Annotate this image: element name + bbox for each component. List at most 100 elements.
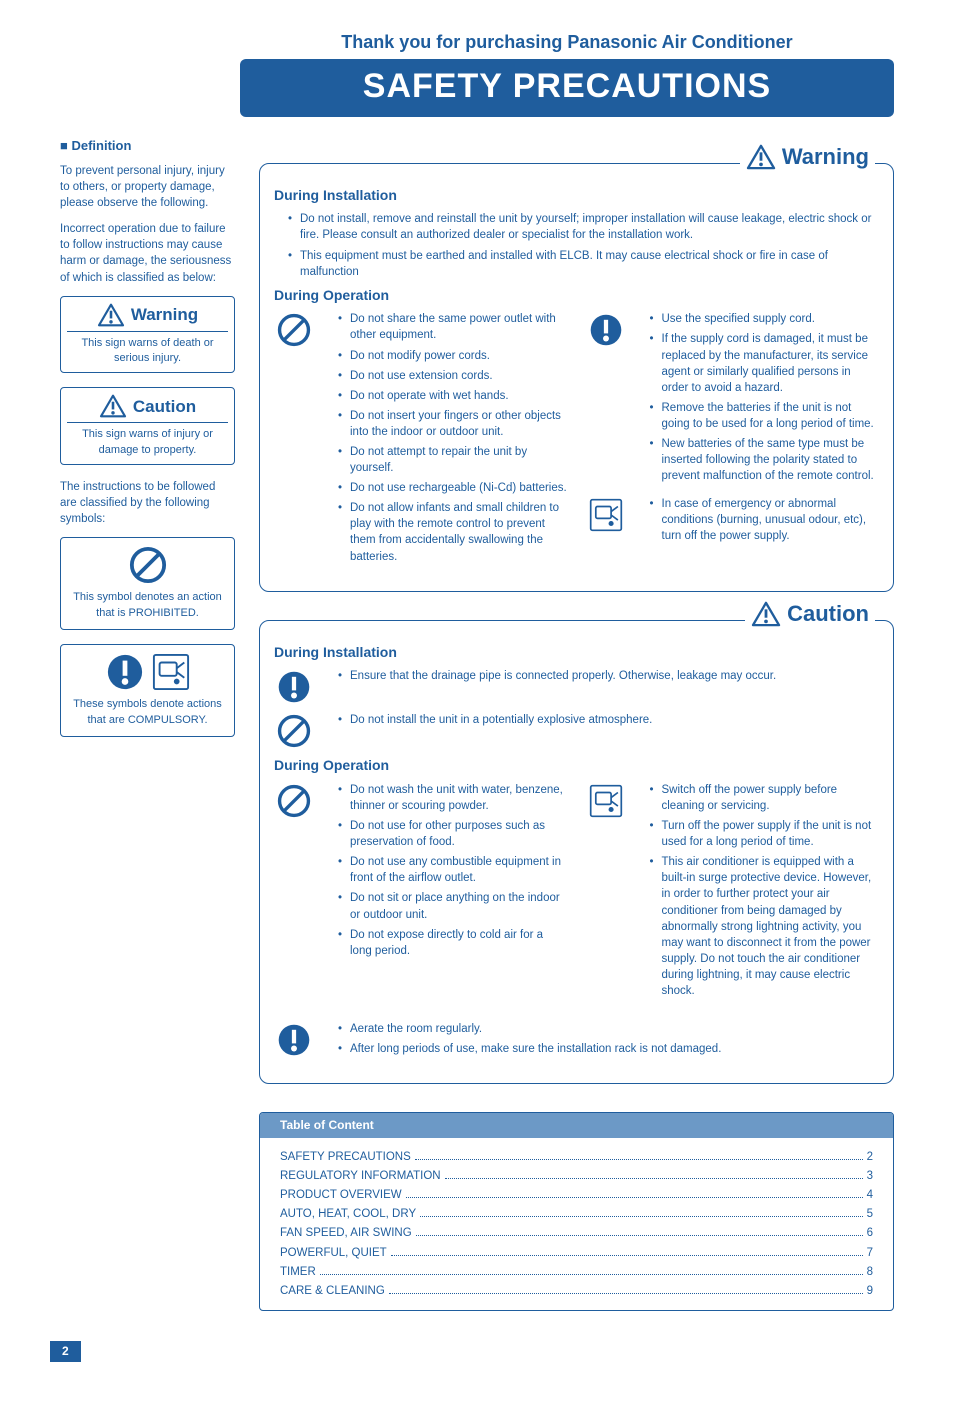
caution-sign-box: Caution This sign warns of injury or dam… xyxy=(60,387,235,465)
toc-dots xyxy=(391,1255,863,1256)
list-item: Use the specified supply cord. xyxy=(650,311,880,327)
toc-page: 6 xyxy=(867,1225,873,1241)
prohibited-symbol-box: This symbol denotes an action that is PR… xyxy=(60,537,235,630)
toc-row: CARE & CLEANING 9 xyxy=(280,1283,873,1299)
caut-oper-right-list: Switch off the power supply before clean… xyxy=(636,782,880,1003)
list-item: Do not use rechargeable (Ni-Cd) batterie… xyxy=(338,480,568,496)
warning-sign-desc: This sign warns of death or serious inju… xyxy=(67,336,228,367)
definition-heading: Definition xyxy=(60,137,235,155)
list-item: New batteries of the same type must be i… xyxy=(650,436,880,484)
list-item: Do not wash the unit with water, benzene… xyxy=(338,782,568,814)
warning-sign-box: Warning This sign warns of death or seri… xyxy=(60,296,235,374)
warning-sign-label: Warning xyxy=(131,303,198,327)
toc-page: 9 xyxy=(867,1283,873,1299)
warning-section-tag: Warning xyxy=(740,142,875,173)
toc-row: AUTO, HEAT, COOL, DRY5 xyxy=(280,1206,873,1222)
list-item: Do not insert your fingers or other obje… xyxy=(338,408,568,440)
toc-title: TIMER xyxy=(280,1264,316,1280)
caut-oper-left-list: Do not wash the unit with water, benzene… xyxy=(324,782,568,963)
toc-row: REGULATORY INFORMATION 3 xyxy=(280,1168,873,1184)
prohibit-icon xyxy=(277,313,311,347)
list-item: Do not allow infants and small children … xyxy=(338,500,568,564)
toc-title: SAFETY PRECAUTIONS xyxy=(280,1149,411,1165)
list-item: In case of emergency or abnormal conditi… xyxy=(650,496,880,544)
toc-page: 3 xyxy=(867,1168,873,1184)
list-item: Remove the batteries if the unit is not … xyxy=(650,400,880,432)
toc-body: SAFETY PRECAUTIONS2 REGULATORY INFORMATIO… xyxy=(260,1138,893,1310)
toc-head: Table of Content xyxy=(260,1113,893,1138)
toc-title: PRODUCT OVERVIEW xyxy=(280,1187,402,1203)
caution-sign-label: Caution xyxy=(133,395,196,419)
definition-p1: To prevent personal injury, injury to ot… xyxy=(60,163,235,211)
main-content: Warning During Installation Do not insta… xyxy=(259,137,894,1311)
list-item: Do not operate with wet hands. xyxy=(338,388,568,404)
list-item: Do not install, remove and reinstall the… xyxy=(288,211,879,243)
caution-section-tag: Caution xyxy=(745,599,875,630)
toc-row: TIMER8 xyxy=(280,1264,873,1280)
list-item: Do not sit or place anything on the indo… xyxy=(338,890,568,922)
caut-oper-bottom-list: Aerate the room regularly. After long per… xyxy=(324,1021,879,1061)
sidebar: Definition To prevent personal injury, i… xyxy=(60,137,235,751)
toc-row: SAFETY PRECAUTIONS2 xyxy=(280,1149,873,1165)
warn-install-head: During Installation xyxy=(274,186,879,206)
caution-triangle-icon xyxy=(99,394,127,418)
caut-install-head: During Installation xyxy=(274,643,879,663)
poweroff-icon xyxy=(152,653,190,691)
list-item: This air conditioner is equipped with a … xyxy=(650,854,880,999)
toc-title: POWERFUL, QUIET xyxy=(280,1245,387,1261)
compulsory-desc: These symbols denote actions that are CO… xyxy=(67,697,228,728)
list-item: After long periods of use, make sure the… xyxy=(338,1041,879,1057)
prohibited-desc: This symbol denotes an action that is PR… xyxy=(67,590,228,621)
symbols-intro: The instructions to be followed are clas… xyxy=(60,479,235,527)
list-item: Do not install the unit in a potentially… xyxy=(338,712,879,728)
toc-title: CARE & CLEANING xyxy=(280,1283,385,1299)
prohibited-icon xyxy=(129,546,167,584)
warn-oper-right-top-list: Use the specified supply cord. If the sup… xyxy=(636,311,880,488)
compulsory-icon xyxy=(589,313,623,347)
caut-install-comp: Ensure that the drainage pipe is connect… xyxy=(324,668,879,688)
poweroff-icon xyxy=(589,498,623,532)
caut-oper-head: During Operation xyxy=(274,756,879,776)
compulsory-icon xyxy=(277,1023,311,1057)
toc: Table of Content SAFETY PRECAUTIONS2 REGU… xyxy=(259,1112,894,1311)
list-item: Turn off the power supply if the unit is… xyxy=(650,818,880,850)
list-item: Do not share the same power outlet with … xyxy=(338,311,568,343)
toc-page: 4 xyxy=(867,1187,873,1203)
warning-triangle-icon xyxy=(97,303,125,327)
list-item: Do not modify power cords. xyxy=(338,348,568,364)
toc-dots xyxy=(389,1293,863,1294)
warning-section: Warning During Installation Do not insta… xyxy=(259,163,894,592)
caution-tag-icon xyxy=(751,601,781,627)
list-item: Do not use extension cords. xyxy=(338,368,568,384)
warn-oper-right-bottom-list: In case of emergency or abnormal conditi… xyxy=(636,496,880,548)
list-item: Aerate the room regularly. xyxy=(338,1021,879,1037)
toc-title: FAN SPEED, AIR SWING xyxy=(280,1225,412,1241)
prohibit-icon xyxy=(277,784,311,818)
definition-p2: Incorrect operation due to failure to fo… xyxy=(60,221,235,285)
caution-sign-desc: This sign warns of injury or damage to p… xyxy=(67,427,228,458)
list-item: This equipment must be earthed and insta… xyxy=(288,248,879,280)
toc-dots xyxy=(420,1216,862,1217)
poweroff-icon xyxy=(589,784,623,818)
toc-row: PRODUCT OVERVIEW 4 xyxy=(280,1187,873,1203)
warn-oper-left-list: Do not share the same power outlet with … xyxy=(324,311,568,568)
warn-oper-head: During Operation xyxy=(274,286,879,306)
list-item: Do not expose directly to cold air for a… xyxy=(338,927,568,959)
toc-dots xyxy=(415,1159,863,1160)
list-item: Do not use for other purposes such as pr… xyxy=(338,818,568,850)
compulsory-symbol-box: These symbols denote actions that are CO… xyxy=(60,644,235,737)
warning-tag-label: Warning xyxy=(782,142,869,173)
toc-title: REGULATORY INFORMATION xyxy=(280,1168,441,1184)
thanks-line: Thank you for purchasing Panasonic Air C… xyxy=(240,30,894,55)
toc-page: 7 xyxy=(867,1245,873,1261)
toc-dots xyxy=(406,1197,863,1198)
list-item: If the supply cord is damaged, it must b… xyxy=(650,331,880,395)
toc-page: 5 xyxy=(867,1206,873,1222)
caut-install-proh: Do not install the unit in a potentially… xyxy=(324,712,879,732)
toc-dots xyxy=(320,1274,863,1275)
caution-section: Caution During Installation Ensure that … xyxy=(259,620,894,1085)
list-item: Switch off the power supply before clean… xyxy=(650,782,880,814)
toc-row: POWERFUL, QUIET 7 xyxy=(280,1245,873,1261)
warn-install-list: Do not install, remove and reinstall the… xyxy=(274,211,879,279)
compulsory-icon xyxy=(277,670,311,704)
